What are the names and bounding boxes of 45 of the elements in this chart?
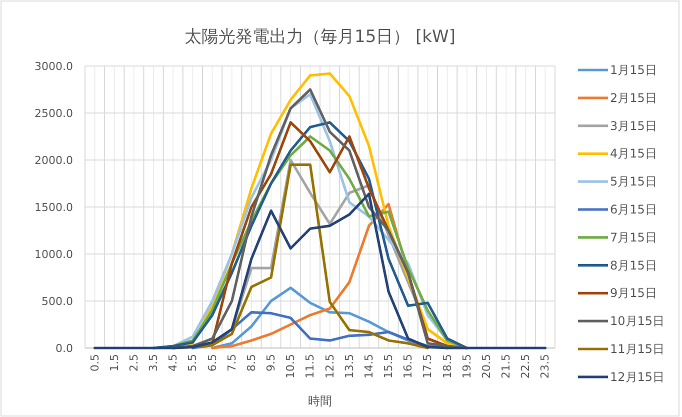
legend-label: 7月15日 bbox=[610, 230, 657, 244]
x-tick-label: 3.5 bbox=[147, 354, 160, 372]
legend-label: 11月15日 bbox=[610, 342, 665, 356]
x-tick-label: 16.5 bbox=[402, 354, 415, 378]
x-tick-label: 1.5 bbox=[108, 354, 121, 372]
x-tick-label: 12.5 bbox=[323, 354, 336, 378]
y-tick-label: 2000.0 bbox=[34, 154, 73, 167]
x-tick-label: 23.5 bbox=[538, 354, 552, 378]
x-tick-label: 4.5 bbox=[166, 354, 180, 372]
legend-label: 5月15日 bbox=[610, 174, 657, 189]
legend-label: 6月15日 bbox=[610, 202, 657, 216]
x-tick-label: 21.5 bbox=[500, 354, 513, 378]
x-tick-label: 10.5 bbox=[284, 354, 298, 378]
x-tick-label: 2.5 bbox=[127, 354, 140, 372]
legend-label: 9月15日 bbox=[610, 286, 657, 300]
x-tick-label: 18.5 bbox=[440, 354, 454, 378]
y-tick-label: 500.0 bbox=[42, 295, 73, 308]
x-tick-label: 8.5 bbox=[244, 354, 258, 372]
x-tick-label: 6.5 bbox=[206, 354, 219, 372]
y-tick-label: 2500.0 bbox=[34, 107, 73, 120]
chart-title: 太陽光発電出力（毎月15日） [kW] bbox=[184, 27, 456, 47]
y-tick-label: 1000.0 bbox=[34, 248, 73, 261]
x-tick-label: 9.5 bbox=[264, 354, 278, 372]
x-tick-label: 22.5 bbox=[519, 354, 532, 378]
x-tick-label: 11.5 bbox=[304, 354, 317, 378]
x-tick-label: 7.5 bbox=[225, 354, 238, 372]
y-tick-label: 3000.0 bbox=[34, 60, 73, 73]
legend-label: 12月15日 bbox=[610, 370, 665, 384]
x-tick-label: 19.5 bbox=[460, 354, 474, 378]
legend-label: 4月15日 bbox=[610, 146, 657, 161]
x-tick-label: 17.5 bbox=[421, 354, 434, 378]
x-axis-title: 時間 bbox=[308, 394, 332, 408]
x-tick-label: 5.5 bbox=[186, 354, 200, 372]
x-tick-label: 13.5 bbox=[342, 354, 356, 378]
legend-label: 8月15日 bbox=[610, 258, 657, 272]
y-tick-label: 0.0 bbox=[56, 342, 73, 355]
y-tick-label: 1500.0 bbox=[34, 201, 73, 214]
legend-label: 3月15日 bbox=[610, 118, 657, 133]
legend-label: 2月15日 bbox=[610, 90, 657, 105]
x-tick-label: 20.5 bbox=[480, 354, 493, 378]
legend-label: 1月15日 bbox=[610, 63, 657, 77]
x-tick-label: 14.5 bbox=[362, 354, 376, 378]
legend-label: 10月15日 bbox=[610, 314, 665, 328]
x-tick-label: 0.5 bbox=[88, 354, 102, 372]
x-tick-label: 15.5 bbox=[382, 354, 396, 378]
